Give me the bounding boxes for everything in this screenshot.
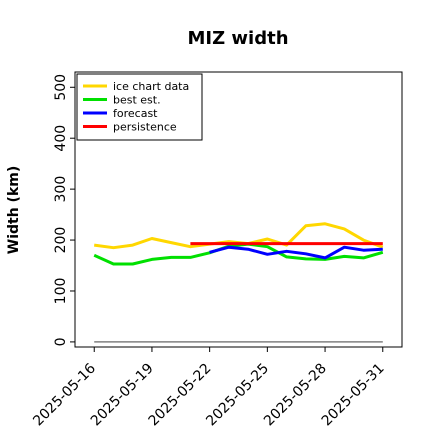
legend-label: forecast xyxy=(113,107,158,120)
y-tick-label: 200 xyxy=(53,227,69,254)
legend-label: persistence xyxy=(113,121,177,134)
y-tick-label: 300 xyxy=(53,176,69,203)
y-axis-label: Width (km) xyxy=(6,166,22,255)
legend-label: best est. xyxy=(113,94,161,107)
series-layer xyxy=(93,222,384,343)
legend-label: ice chart data xyxy=(113,80,189,93)
x-tick-label: 2025-05-31 xyxy=(319,361,388,430)
series-line-forecast xyxy=(209,245,383,260)
y-tick-label: 0 xyxy=(53,337,69,346)
chart-title: MIZ width xyxy=(187,28,288,49)
y-tick-label: 500 xyxy=(53,74,69,101)
series-line-best-est- xyxy=(93,242,384,266)
y-tick-label: 400 xyxy=(53,125,69,152)
y-tick-label: 100 xyxy=(53,278,69,305)
